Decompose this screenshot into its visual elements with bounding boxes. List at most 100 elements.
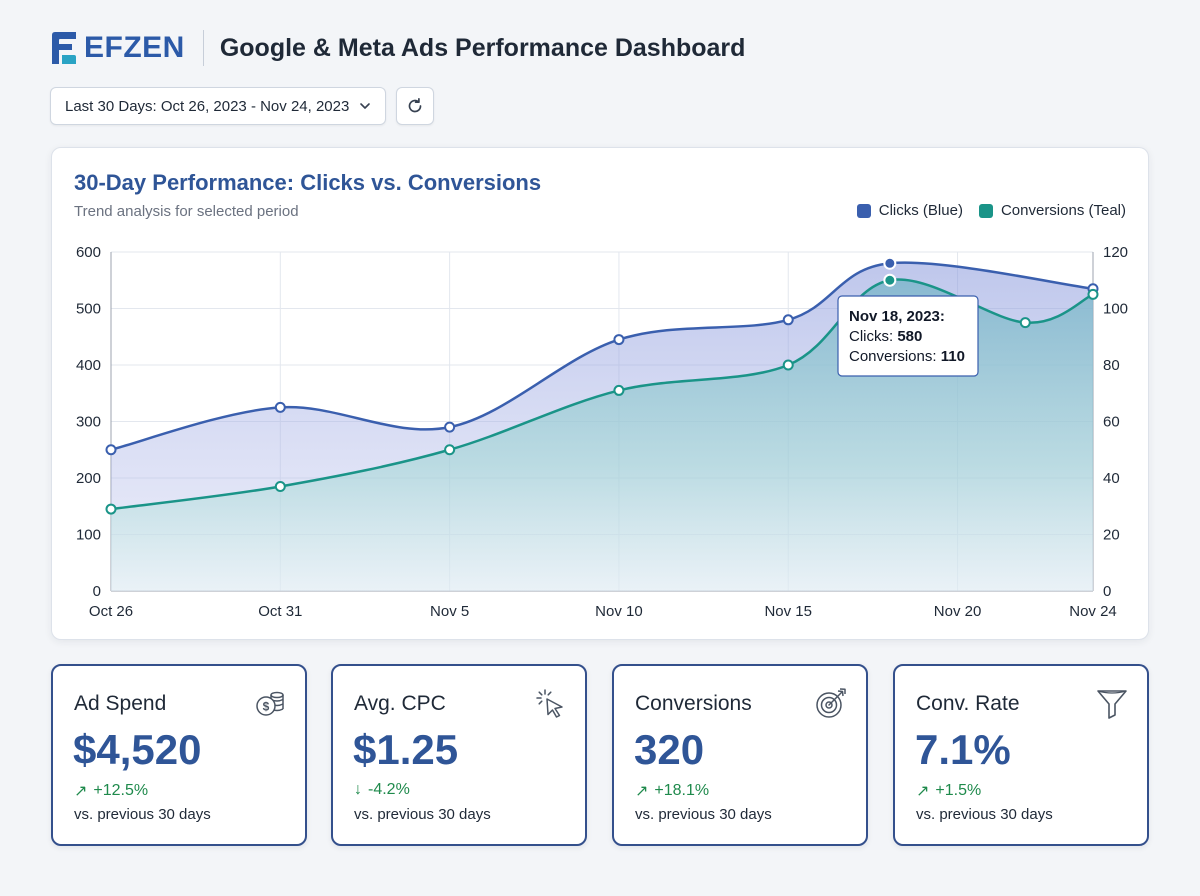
chart-title: 30-Day Performance: Clicks vs. Conversio… bbox=[74, 170, 542, 195]
data-point-clicks bbox=[274, 401, 286, 413]
performance-chart-card: 0 0 100 20 200 40 300 60 400 80 500 100 600 120 Oct 26… bbox=[51, 147, 1149, 640]
chart-legend: Clicks (Blue) Conversions (Teal) bbox=[841, 202, 1126, 219]
tooltip-clicks-label: Clicks: bbox=[849, 328, 897, 345]
kpi-label: Ad Spend bbox=[74, 692, 167, 715]
kpi-label: Conversions bbox=[635, 692, 752, 715]
y-right-tick-label: 0 bbox=[1103, 583, 1111, 600]
legend-label-conversions: Conversions (Teal) bbox=[1000, 202, 1126, 219]
tooltip-clicks-value: 580 bbox=[897, 328, 922, 345]
trend-up-icon: ↗ bbox=[74, 783, 88, 800]
data-point-conversions bbox=[1019, 317, 1031, 329]
data-point-conversions bbox=[782, 359, 794, 371]
kpi-value: 320 bbox=[634, 726, 705, 773]
kpi-card-conversions[interactable]: Conversions 320 ↗ +18.1% vs. previous 30… bbox=[612, 664, 868, 846]
kpi-delta-value: +12.5% bbox=[93, 782, 149, 799]
data-point-clicks bbox=[105, 444, 117, 456]
target-icon bbox=[816, 688, 846, 718]
tooltip-conversions-label: Conversions: bbox=[849, 348, 941, 365]
date-range-select[interactable]: Last 30 Days: Oct 26, 2023 - Nov 24, 202… bbox=[50, 87, 387, 125]
funnel-icon bbox=[1097, 690, 1127, 719]
legend-label-clicks: Clicks (Blue) bbox=[878, 202, 963, 219]
y-left-tick-label: 300 bbox=[76, 414, 101, 431]
x-tick-label: Oct 26 bbox=[89, 603, 133, 620]
trend-up-icon: ↗ bbox=[635, 783, 649, 800]
y-left-tick-label: 0 bbox=[93, 583, 101, 600]
kpi-caption: vs. previous 30 days bbox=[354, 806, 491, 823]
brand-logo[interactable]: EFZEN bbox=[50, 31, 185, 65]
data-point-conversions bbox=[274, 480, 286, 492]
kpi-card-conv-rate[interactable]: Conv. Rate 7.1% ↗ +1.5% vs. previous 30 … bbox=[893, 664, 1149, 846]
header-divider bbox=[202, 30, 204, 66]
tooltip-conversions-value: 110 bbox=[941, 348, 965, 365]
kpi-label: Avg. CPC bbox=[354, 692, 446, 715]
kpi-delta-value: +1.5% bbox=[935, 782, 982, 799]
kpi-delta: ↗ +12.5% bbox=[74, 781, 148, 801]
legend-item-conversions[interactable]: Conversions (Teal) bbox=[978, 202, 1126, 219]
data-point-conversions bbox=[444, 444, 456, 456]
highlight-point-conversions bbox=[883, 273, 897, 287]
logo-text: EFZEN bbox=[84, 31, 185, 64]
x-tick-label: Nov 20 bbox=[934, 603, 982, 620]
kpi-delta-value: +18.1% bbox=[654, 782, 710, 799]
y-right-tick-label: 60 bbox=[1103, 414, 1120, 431]
trend-down-icon: ↓ bbox=[354, 781, 362, 798]
data-point-clicks bbox=[613, 334, 625, 346]
refresh-icon bbox=[409, 97, 422, 113]
efzen-logo-icon bbox=[52, 32, 76, 64]
y-left-tick-label: 200 bbox=[76, 470, 101, 487]
performance-chart[interactable]: 0 0 100 20 200 40 300 60 400 80 500 100 600 120 Oct 26… bbox=[52, 148, 1150, 641]
legend-item-clicks[interactable]: Clicks (Blue) bbox=[856, 202, 963, 219]
kpi-label: Conv. Rate bbox=[916, 692, 1020, 715]
kpi-row: Ad Spend $ $4,520 ↗ +12.5% vs. previous … bbox=[51, 664, 1149, 846]
kpi-card-ad-spend[interactable]: Ad Spend $ $4,520 ↗ +12.5% vs. previous … bbox=[51, 664, 307, 846]
data-point-conversions bbox=[613, 384, 625, 396]
data-point-clicks bbox=[444, 421, 456, 433]
x-tick-label: Oct 31 bbox=[258, 603, 302, 620]
x-tick-label: Nov 5 bbox=[430, 603, 469, 620]
data-point-conversions bbox=[1087, 288, 1099, 300]
kpi-caption: vs. previous 30 days bbox=[635, 806, 772, 823]
kpi-delta-value: -4.2% bbox=[368, 781, 410, 798]
legend-swatch-clicks bbox=[856, 203, 871, 218]
chart-tooltip: Nov 18, 2023: Clicks: 580 Conversions: 110 bbox=[837, 295, 979, 377]
kpi-caption: vs. previous 30 days bbox=[74, 806, 211, 823]
toolbar: Last 30 Days: Oct 26, 2023 - Nov 24, 202… bbox=[50, 87, 435, 125]
coins-icon: $ bbox=[256, 691, 284, 716]
y-right-tick-label: 100 bbox=[1103, 301, 1128, 318]
refresh-button[interactable] bbox=[396, 87, 435, 125]
tooltip-box bbox=[837, 295, 979, 377]
cursor-click-icon bbox=[536, 689, 563, 718]
y-left-tick-label: 400 bbox=[76, 357, 101, 374]
kpi-delta: ↗ +1.5% bbox=[916, 781, 981, 801]
chevron-down-icon bbox=[360, 103, 371, 109]
y-right-tick-label: 40 bbox=[1103, 470, 1120, 487]
kpi-value: $4,520 bbox=[73, 726, 202, 773]
y-left-tick-label: 600 bbox=[76, 244, 101, 261]
tooltip-date: Nov 18, 2023: bbox=[849, 308, 945, 325]
kpi-card-avg-cpc[interactable]: Avg. CPC $1.25 ↓ -4.2% vs. previous 30 d… bbox=[331, 664, 587, 846]
page-title: Google & Meta Ads Performance Dashboard bbox=[219, 33, 746, 62]
highlight-point-clicks bbox=[883, 256, 897, 270]
kpi-delta: ↗ +18.1% bbox=[635, 781, 709, 801]
x-tick-label: Nov 10 bbox=[595, 603, 643, 620]
y-left-tick-label: 500 bbox=[76, 301, 101, 318]
y-right-tick-label: 120 bbox=[1103, 244, 1128, 261]
x-tick-label: Nov 15 bbox=[764, 603, 812, 620]
svg-text:$: $ bbox=[263, 700, 270, 714]
y-right-tick-label: 20 bbox=[1103, 527, 1120, 544]
kpi-delta: ↓ -4.2% bbox=[354, 781, 410, 799]
data-point-clicks bbox=[782, 314, 794, 326]
page-header: EFZEN Google & Meta Ads Performance Dash… bbox=[50, 28, 745, 68]
trend-up-icon: ↗ bbox=[916, 783, 930, 800]
date-range-label: Last 30 Days: Oct 26, 2023 - Nov 24, 202… bbox=[65, 97, 350, 115]
kpi-value: 7.1% bbox=[915, 726, 1011, 773]
x-tick-label: Nov 24 bbox=[1069, 603, 1117, 620]
kpi-value: $1.25 bbox=[353, 726, 459, 773]
kpi-caption: vs. previous 30 days bbox=[916, 806, 1053, 823]
y-right-tick-label: 80 bbox=[1103, 357, 1120, 374]
y-left-tick-label: 100 bbox=[76, 527, 101, 544]
data-point-conversions bbox=[105, 503, 117, 515]
tooltip-clicks: Clicks: 580 bbox=[849, 328, 922, 345]
legend-swatch-conversions bbox=[978, 203, 993, 218]
tooltip-conversions: Conversions: 110 bbox=[849, 348, 965, 365]
